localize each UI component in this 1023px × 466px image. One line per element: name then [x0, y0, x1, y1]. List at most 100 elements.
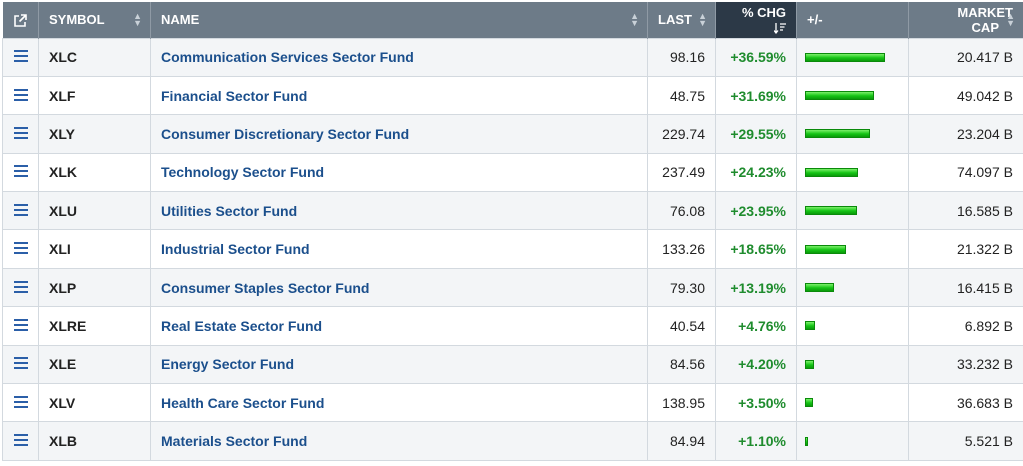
cell-name: Industrial Sector Fund — [150, 229, 648, 269]
table-row: XLK Technology Sector Fund 237.49 +24.23% 74… — [2, 152, 1023, 193]
cell-symbol[interactable]: XLP — [38, 267, 151, 308]
cell-market-cap: 21.322 B — [908, 229, 1023, 269]
hamburger-menu-icon[interactable] — [13, 126, 28, 139]
column-header-symbol[interactable]: SYMBOL ▲ ▼ — [38, 2, 151, 38]
row-menu-cell[interactable] — [2, 267, 39, 308]
hamburger-menu-icon[interactable] — [13, 318, 28, 331]
cell-symbol[interactable]: XLY — [38, 114, 151, 154]
cell-name: Real Estate Sector Fund — [150, 306, 648, 346]
sort-toggle-icon[interactable]: ▲ ▼ — [1006, 10, 1015, 28]
row-menu-cell[interactable] — [2, 229, 39, 269]
cell-pct-chg: +13.19% — [715, 267, 797, 308]
column-header-last-label: LAST — [658, 12, 692, 28]
table-row: XLRE Real Estate Sector Fund 40.54 +4.76% 6.… — [2, 306, 1023, 346]
hamburger-menu-icon[interactable] — [13, 434, 28, 447]
fund-name-link[interactable]: Utilities Sector Fund — [161, 202, 298, 219]
cell-pct-chg: +1.10% — [715, 421, 797, 461]
change-bar — [805, 398, 813, 408]
hamburger-menu-icon[interactable] — [13, 280, 28, 293]
cell-change-bar — [796, 191, 909, 231]
fund-name-link[interactable]: Energy Sector Fund — [161, 356, 295, 373]
fund-name-link[interactable]: Communication Services Sector Fund — [161, 49, 414, 66]
fund-name-link[interactable]: Consumer Staples Sector Fund — [161, 279, 370, 296]
cell-last: 98.16 — [647, 37, 716, 77]
cell-symbol[interactable]: XLK — [38, 152, 151, 193]
change-bar — [805, 244, 846, 254]
fund-name-link[interactable]: Technology Sector Fund — [161, 164, 325, 181]
cell-symbol[interactable]: XLE — [38, 344, 151, 385]
row-menu-cell[interactable] — [2, 306, 39, 346]
cell-change-bar — [796, 383, 909, 423]
hamburger-menu-icon[interactable] — [13, 165, 28, 178]
cell-market-cap: 49.042 B — [908, 75, 1023, 116]
sort-toggle-icon[interactable]: ▲ ▼ — [698, 10, 707, 28]
cell-name: Consumer Discretionary Sector Fund — [150, 114, 648, 154]
cell-symbol[interactable]: XLB — [38, 421, 151, 461]
table-row: XLE Energy Sector Fund 84.56 +4.20% 33.232 B — [2, 344, 1023, 385]
sort-descending-icon[interactable] — [774, 22, 786, 35]
cell-symbol[interactable]: XLU — [38, 191, 151, 231]
hamburger-menu-icon[interactable] — [13, 88, 28, 101]
column-header-symbol-label: SYMBOL — [49, 12, 105, 28]
cell-pct-chg: +36.59% — [715, 37, 797, 77]
table-header-row: SYMBOL ▲ ▼ NAME ▲ ▼ LAST ▲ ▼ % CHG +/- — [2, 2, 1023, 38]
fund-name-link[interactable]: Industrial Sector Fund — [161, 241, 310, 258]
table-row: XLC Communication Services Sector Fund 98.… — [2, 37, 1023, 77]
cell-change-bar — [796, 306, 909, 346]
cell-change-bar — [796, 75, 909, 116]
cell-change-bar — [796, 267, 909, 308]
change-bar — [805, 129, 870, 139]
fund-name-link[interactable]: Consumer Discretionary Sector Fund — [161, 125, 410, 142]
cell-symbol[interactable]: XLF — [38, 75, 151, 116]
hamburger-menu-icon[interactable] — [13, 395, 28, 408]
cell-symbol[interactable]: XLI — [38, 229, 151, 269]
sort-toggle-icon[interactable]: ▲ ▼ — [630, 10, 639, 28]
fund-name-link[interactable]: Real Estate Sector Fund — [161, 317, 323, 334]
column-header-market-cap[interactable]: MARKET CAP ▲ ▼ — [908, 2, 1023, 38]
cell-last: 40.54 — [647, 306, 716, 346]
column-header-name[interactable]: NAME ▲ ▼ — [150, 2, 648, 38]
column-header-pct-chg[interactable]: % CHG — [715, 2, 797, 38]
popout-header-cell[interactable] — [2, 2, 39, 38]
cell-symbol[interactable]: XLV — [38, 383, 151, 423]
cell-change-bar — [796, 421, 909, 461]
cell-market-cap: 16.585 B — [908, 191, 1023, 231]
cell-pct-chg: +31.69% — [715, 75, 797, 116]
row-menu-cell[interactable] — [2, 344, 39, 385]
cell-pct-chg: +4.76% — [715, 306, 797, 346]
change-bar — [805, 91, 874, 101]
hamburger-menu-icon[interactable] — [13, 203, 28, 216]
hamburger-menu-icon[interactable] — [13, 242, 28, 255]
fund-name-link[interactable]: Health Care Sector Fund — [161, 394, 325, 411]
row-menu-cell[interactable] — [2, 191, 39, 231]
row-menu-cell[interactable] — [2, 383, 39, 423]
column-header-last[interactable]: LAST ▲ ▼ — [647, 2, 716, 38]
cell-name: Consumer Staples Sector Fund — [150, 267, 648, 308]
hamburger-menu-icon[interactable] — [13, 357, 28, 370]
fund-name-link[interactable]: Materials Sector Fund — [161, 433, 308, 450]
external-link-icon[interactable] — [13, 13, 28, 28]
cell-last: 84.56 — [647, 344, 716, 385]
row-menu-cell[interactable] — [2, 75, 39, 116]
fund-name-link[interactable]: Financial Sector Fund — [161, 87, 308, 104]
sort-toggle-icon[interactable]: ▲ ▼ — [133, 10, 142, 28]
cell-symbol[interactable]: XLRE — [38, 306, 151, 346]
row-menu-cell[interactable] — [2, 152, 39, 193]
row-menu-cell[interactable] — [2, 114, 39, 154]
change-bar — [805, 167, 858, 177]
cell-name: Technology Sector Fund — [150, 152, 648, 193]
hamburger-menu-icon[interactable] — [13, 50, 28, 63]
cell-symbol[interactable]: XLC — [38, 37, 151, 77]
table-row: XLF Financial Sector Fund 48.75 +31.69% 49.0… — [2, 75, 1023, 116]
table-row: XLB Materials Sector Fund 84.94 +1.10% 5.521… — [2, 421, 1023, 461]
table-row: XLP Consumer Staples Sector Fund 79.30 +13.… — [2, 267, 1023, 308]
cell-change-bar — [796, 229, 909, 269]
column-header-plus-minus: +/- — [796, 2, 909, 38]
cell-pct-chg: +23.95% — [715, 191, 797, 231]
cell-name: Energy Sector Fund — [150, 344, 648, 385]
row-menu-cell[interactable] — [2, 421, 39, 461]
cell-pct-chg: +3.50% — [715, 383, 797, 423]
cell-name: Communication Services Sector Fund — [150, 37, 648, 77]
row-menu-cell[interactable] — [2, 37, 39, 77]
